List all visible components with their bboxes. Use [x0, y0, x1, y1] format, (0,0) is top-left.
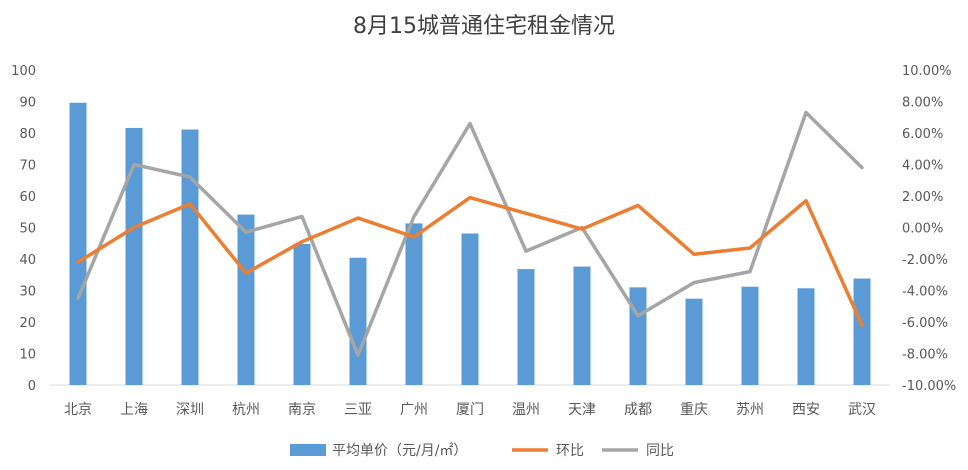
series-point: [300, 214, 304, 218]
category-label: 重庆: [680, 402, 708, 418]
series-point: [188, 202, 192, 206]
left-tick-label: 10: [19, 348, 36, 363]
legend-label: 同比: [646, 443, 674, 459]
legend: 平均单价（元/月/㎡） 环比 同比: [290, 443, 674, 459]
series-point: [356, 216, 360, 220]
right-tick-label: 2.00%: [902, 190, 943, 205]
series-point: [468, 122, 472, 126]
series-point: [524, 249, 528, 253]
series-point: [132, 226, 136, 229]
series-point: [860, 166, 864, 170]
series-point: [76, 296, 80, 300]
right-tick-label: -4.00%: [902, 285, 948, 300]
left-tick-label: 100: [11, 64, 36, 79]
right-tick-label: -10.00%: [902, 379, 956, 394]
series-point: [636, 314, 640, 318]
series-point: [300, 240, 304, 244]
left-tick-label: 50: [19, 222, 36, 237]
left-tick-label: 90: [19, 96, 36, 111]
series-point: [748, 246, 752, 250]
left-axis: 0 10 20 30 40 50 60 70 80 90 100: [11, 64, 36, 394]
bar: [629, 287, 647, 385]
left-tick-label: 0: [28, 379, 36, 394]
series-point: [804, 111, 808, 115]
bar: [797, 288, 815, 385]
bar: [853, 278, 871, 385]
legend-swatch-bar: [290, 444, 326, 456]
left-tick-label: 80: [19, 127, 36, 142]
category-label: 厦门: [456, 402, 484, 418]
series-point: [244, 271, 248, 275]
bar: [517, 269, 535, 385]
left-tick-label: 70: [19, 159, 36, 174]
series-point: [468, 196, 472, 200]
legend-label: 环比: [556, 443, 584, 459]
legend-label: 平均单价（元/月/㎡）: [332, 443, 467, 459]
category-label: 西安: [792, 402, 820, 418]
series-point: [804, 199, 808, 203]
bar: [237, 214, 255, 385]
category-label: 深圳: [176, 402, 204, 418]
left-tick-label: 40: [19, 253, 36, 268]
bar: [293, 243, 311, 385]
right-tick-label: 4.00%: [902, 159, 943, 174]
line-series: [76, 110, 864, 357]
series-point: [860, 323, 864, 327]
category-label: 三亚: [344, 402, 372, 418]
category-label: 广州: [400, 402, 428, 418]
left-tick-label: 30: [19, 285, 36, 300]
series-point: [524, 211, 528, 215]
series-point: [412, 214, 416, 218]
series-point: [580, 227, 584, 231]
bar-series: [69, 102, 871, 386]
series-point: [748, 270, 752, 274]
bar: [573, 266, 591, 385]
category-label: 苏州: [736, 402, 764, 418]
bar: [69, 102, 87, 385]
category-label: 温州: [512, 402, 540, 418]
category-label: 上海: [120, 402, 148, 418]
category-label: 成都: [624, 402, 652, 418]
bar: [349, 257, 367, 385]
bar: [685, 298, 703, 385]
bar: [461, 233, 479, 385]
right-tick-label: 8.00%: [902, 96, 943, 111]
series-point: [636, 203, 640, 207]
right-tick-label: -6.00%: [902, 316, 948, 331]
chart-title: 8月15城普通住宅租金情况: [353, 14, 615, 39]
series-point: [188, 175, 192, 179]
right-tick-label: 10.00%: [902, 64, 952, 79]
category-label: 武汉: [848, 402, 876, 418]
right-tick-label: -8.00%: [902, 348, 948, 363]
series-point: [244, 230, 248, 234]
left-tick-label: 60: [19, 190, 36, 205]
bar: [125, 127, 143, 386]
left-tick-label: 20: [19, 316, 36, 331]
category-label: 杭州: [232, 402, 260, 418]
bar: [405, 223, 423, 385]
series-point: [412, 235, 416, 239]
series-point: [76, 260, 80, 264]
bar: [741, 286, 759, 385]
category-label: 北京: [64, 402, 92, 418]
right-tick-label: 6.00%: [902, 127, 943, 142]
right-tick-label: 0.00%: [902, 222, 943, 237]
right-tick-label: -2.00%: [902, 253, 948, 268]
series-point: [692, 281, 696, 285]
series-point: [356, 353, 360, 357]
category-label: 天津: [568, 402, 596, 418]
series-point: [132, 163, 136, 166]
series-point: [692, 252, 696, 256]
bar: [181, 129, 199, 385]
x-axis: 北京 上海 深圳 杭州 南京 三亚 广州 厦门 温州 天津 成都 重庆 苏州 西安 武汉: [50, 384, 890, 418]
category-label: 南京: [288, 402, 316, 418]
right-axis: -10.00% -8.00% -6.00% -4.00% -2.00% 0.00% 2.00…: [902, 64, 956, 394]
